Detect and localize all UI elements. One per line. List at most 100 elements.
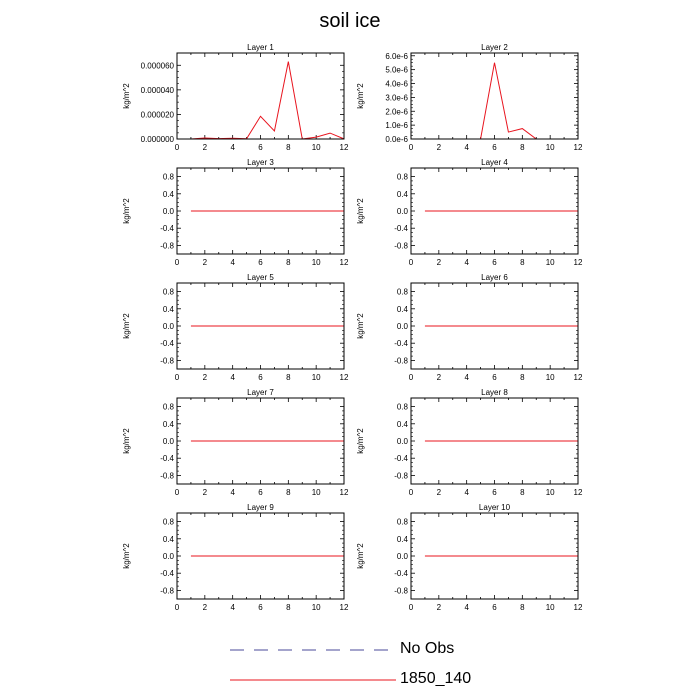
panel-9: Layer 9 kg/m^2 0 2 4 6 8 10 12 -0.8 -0.4 0.0 0.4 0.8 [122,503,349,612]
y-tick-label: 0.000060 [141,61,175,70]
panel-title: Layer 4 [481,158,508,167]
x-tick-label: 2 [203,603,208,612]
x-tick-label: 12 [340,373,349,382]
plot-frame [176,282,345,370]
x-tick-label: 10 [546,373,555,382]
x-tick-label: 0 [409,373,414,382]
x-tick-label: 4 [230,373,235,382]
panel-4: Layer 4 kg/m^2 0 2 4 6 8 10 12 -0.8 -0.4 0.0 0.4 0.8 [356,158,583,267]
panel-3: Layer 3 kg/m^2 0 2 4 6 8 10 12 -0.8 -0.4 0.0 0.4 0.8 [122,158,349,267]
x-tick-label: 12 [574,143,583,152]
plot-frame [410,512,579,600]
x-tick-label: 8 [520,143,525,152]
x-tick-label: 12 [574,373,583,382]
x-tick-label: 2 [203,143,208,152]
y-tick-label: -0.8 [394,471,408,480]
y-tick-label: 0.000020 [141,110,175,119]
x-tick-label: 12 [340,488,349,497]
x-tick-label: 8 [520,373,525,382]
y-tick-label: -0.4 [394,224,408,233]
x-tick-label: 2 [203,373,208,382]
y-tick-label: 0.0 [397,322,409,331]
y-tick-label: 0.0 [163,437,175,446]
y-tick-label: 0.4 [163,420,175,429]
x-tick-label: 6 [492,258,497,267]
series-line-1850-140 [190,61,345,140]
x-tick-label: 6 [258,488,263,497]
y-tick-label: -0.4 [160,224,174,233]
x-tick-label: 8 [286,373,291,382]
x-tick-label: 4 [230,488,235,497]
y-axis-label: kg/m^2 [122,198,131,224]
y-tick-label: 0.4 [397,305,409,314]
x-tick-label: 6 [492,603,497,612]
panel-title: Layer 7 [247,388,274,397]
panel-title: Layer 8 [481,388,508,397]
panel-6: Layer 6 kg/m^2 0 2 4 6 8 10 12 -0.8 -0.4 0.0 0.4 0.8 [356,273,583,382]
panel-title: Layer 10 [479,503,511,512]
plot-frame [176,397,345,485]
y-tick-label: -0.8 [394,241,408,250]
y-tick-label: 5.0e-6 [385,66,408,75]
y-tick-label: -0.8 [394,356,408,365]
x-tick-label: 10 [546,603,555,612]
y-tick-label: 0.8 [163,173,175,182]
y-axis-label: kg/m^2 [356,83,365,109]
x-tick-label: 8 [286,488,291,497]
panel-title: Layer 9 [247,503,274,512]
x-tick-label: 12 [340,603,349,612]
y-tick-label: 0.000000 [141,135,175,144]
y-tick-label: 0.0 [163,207,175,216]
y-axis-label: kg/m^2 [122,313,131,339]
y-tick-label: -0.4 [160,339,174,348]
y-axis-label: kg/m^2 [122,83,131,109]
x-tick-label: 6 [258,258,263,267]
y-tick-label: 0.0 [397,207,409,216]
x-tick-label: 6 [492,143,497,152]
y-tick-label: -0.4 [394,339,408,348]
x-tick-label: 2 [203,488,208,497]
x-tick-label: 6 [258,373,263,382]
y-tick-label: 0.0 [163,552,175,561]
x-tick-label: 10 [312,143,321,152]
x-tick-label: 10 [312,603,321,612]
y-tick-label: 0.8 [397,403,409,412]
x-tick-label: 4 [230,143,235,152]
panel-title: Layer 2 [481,43,508,52]
y-tick-label: 0.4 [163,190,175,199]
x-tick-label: 10 [312,373,321,382]
panel-2: Layer 2 kg/m^2 0 2 4 6 8 10 12 0.0e-6 1.0e-6 2.0e-6… [356,43,583,152]
x-tick-label: 10 [546,143,555,152]
y-tick-label: 0.8 [163,518,175,527]
series-line-1850-140 [424,62,578,140]
y-tick-label: -0.8 [394,586,408,595]
y-tick-label: 0.4 [163,305,175,314]
y-tick-label: 0.4 [163,535,175,544]
x-tick-label: 2 [203,258,208,267]
x-tick-label: 2 [437,373,442,382]
y-tick-label: 0.0 [397,552,409,561]
x-tick-label: 6 [258,603,263,612]
y-tick-label: 0.0e-6 [385,135,408,144]
x-tick-label: 2 [437,488,442,497]
y-tick-label: -0.8 [160,471,174,480]
y-tick-label: 4.0e-6 [385,80,408,89]
x-tick-label: 8 [520,258,525,267]
y-tick-label: -0.4 [394,569,408,578]
panel-7: Layer 7 kg/m^2 0 2 4 6 8 10 12 -0.8 -0.4 0.0 0.4 0.8 [122,388,349,497]
plot-frame [410,282,579,370]
x-tick-label: 4 [464,488,469,497]
x-tick-label: 4 [464,603,469,612]
panel-8: Layer 8 kg/m^2 0 2 4 6 8 10 12 -0.8 -0.4 0.0 0.4 0.8 [356,388,583,497]
x-tick-label: 10 [312,258,321,267]
x-tick-label: 0 [409,603,414,612]
legend-swatch-no-obs [230,649,388,651]
panel-title: Layer 1 [247,43,274,52]
chart-figure: Layer 1 kg/m^2 0 2 4 6 8 10 12 0.000000 0.000020 0.… [122,43,583,612]
x-tick-label: 6 [258,143,263,152]
x-tick-label: 10 [312,488,321,497]
x-tick-label: 4 [464,143,469,152]
x-tick-label: 4 [464,373,469,382]
x-tick-label: 0 [409,258,414,267]
legend-label-1850-140: 1850_140 [400,670,472,687]
